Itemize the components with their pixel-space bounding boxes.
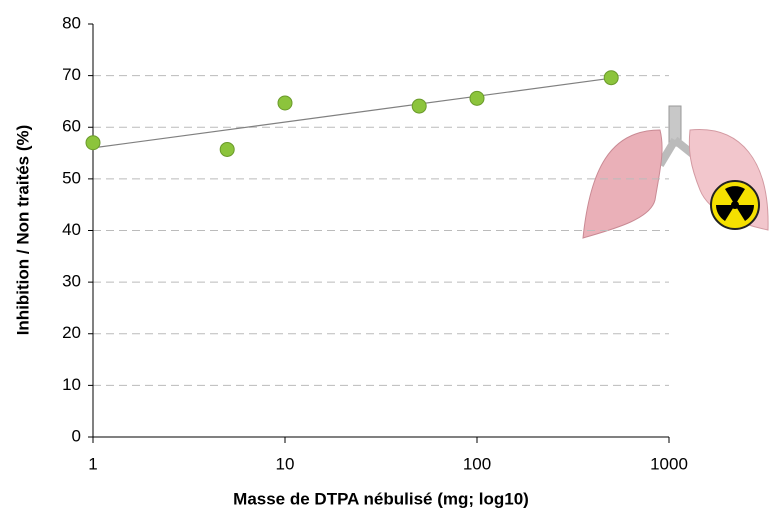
data-point — [469, 90, 485, 106]
y-tick-label: 20 — [62, 323, 81, 342]
x-tick-label: 1 — [88, 454, 97, 473]
x-tick-label: 10 — [276, 454, 295, 473]
x-tick-label: 1000 — [650, 454, 688, 473]
data-point — [85, 135, 101, 151]
y-axis-title: Inhibition / Non traités (%) — [13, 125, 32, 336]
data-point — [277, 95, 293, 111]
y-tick-label: 60 — [62, 117, 81, 136]
x-tick-label: 100 — [463, 454, 491, 473]
data-point — [411, 98, 427, 114]
y-tick-label: 0 — [72, 426, 81, 445]
y-tick-label: 10 — [62, 375, 81, 394]
y-tick-label: 50 — [62, 168, 81, 187]
lung-illustration — [582, 105, 769, 239]
data-point — [219, 141, 235, 157]
trendline — [92, 77, 612, 149]
y-tick-label: 80 — [62, 13, 81, 32]
y-tick-label: 30 — [62, 272, 81, 291]
x-axis-title: Masse de DTPA nébulisé (mg; log10) — [233, 489, 529, 508]
data-point — [603, 70, 619, 86]
y-tick-label: 70 — [62, 65, 81, 84]
y-tick-label: 40 — [62, 220, 81, 239]
